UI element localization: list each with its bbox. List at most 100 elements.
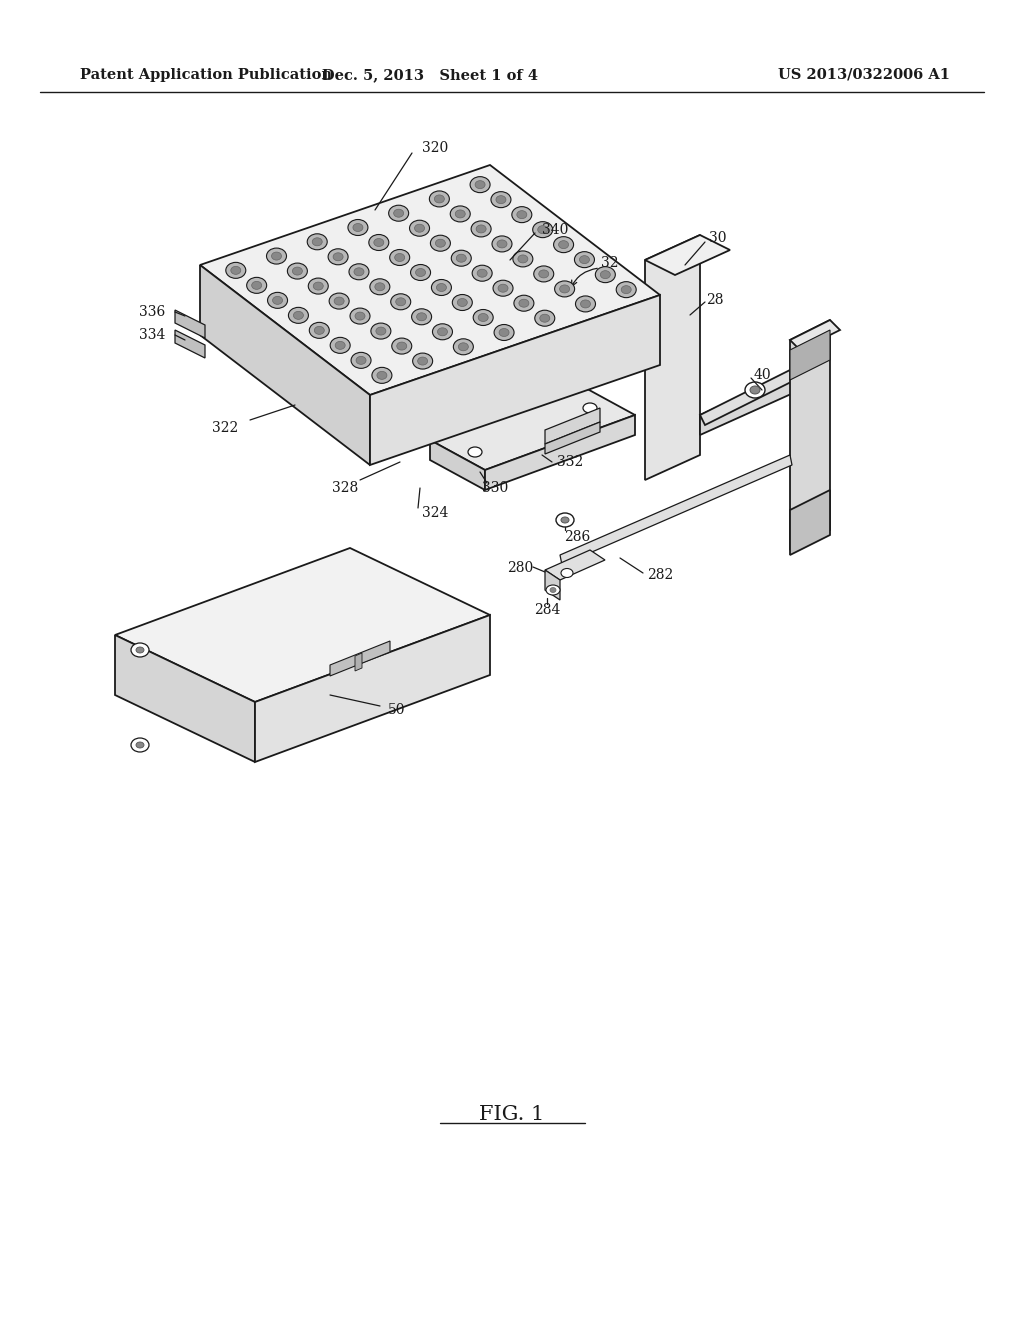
Ellipse shape [351, 352, 371, 368]
Ellipse shape [600, 271, 610, 279]
Ellipse shape [554, 236, 573, 252]
Ellipse shape [575, 296, 596, 312]
Polygon shape [700, 370, 800, 436]
Polygon shape [560, 455, 792, 565]
Ellipse shape [471, 220, 492, 236]
Text: 328: 328 [332, 480, 358, 495]
Text: 30: 30 [710, 231, 727, 246]
Ellipse shape [595, 267, 615, 282]
Polygon shape [545, 550, 605, 579]
Ellipse shape [492, 236, 512, 252]
Ellipse shape [131, 643, 150, 657]
Ellipse shape [459, 343, 468, 351]
Ellipse shape [413, 352, 432, 370]
Ellipse shape [391, 294, 411, 310]
Text: Dec. 5, 2013   Sheet 1 of 4: Dec. 5, 2013 Sheet 1 of 4 [322, 69, 538, 82]
Ellipse shape [457, 255, 466, 263]
Ellipse shape [473, 309, 494, 326]
Ellipse shape [415, 224, 425, 232]
Ellipse shape [616, 281, 636, 297]
Ellipse shape [534, 265, 554, 282]
Text: 32: 32 [601, 256, 618, 271]
Ellipse shape [396, 342, 407, 350]
Ellipse shape [395, 298, 406, 306]
Text: 28: 28 [707, 293, 724, 308]
Ellipse shape [477, 269, 487, 277]
Ellipse shape [348, 219, 368, 235]
Polygon shape [545, 422, 600, 454]
Ellipse shape [294, 312, 303, 319]
Polygon shape [790, 490, 830, 554]
Ellipse shape [247, 277, 266, 293]
Ellipse shape [451, 206, 470, 222]
Ellipse shape [518, 255, 527, 263]
Ellipse shape [289, 308, 308, 323]
Polygon shape [355, 653, 362, 671]
Ellipse shape [372, 367, 392, 383]
Ellipse shape [412, 309, 431, 325]
Ellipse shape [267, 292, 288, 309]
Ellipse shape [574, 252, 595, 268]
Ellipse shape [371, 323, 391, 339]
Ellipse shape [475, 181, 485, 189]
Ellipse shape [349, 264, 369, 280]
Ellipse shape [252, 281, 262, 289]
Ellipse shape [432, 323, 453, 339]
Polygon shape [700, 370, 795, 425]
Ellipse shape [329, 293, 349, 309]
Polygon shape [645, 235, 730, 275]
Polygon shape [200, 265, 370, 465]
Ellipse shape [272, 297, 283, 305]
Ellipse shape [472, 265, 493, 281]
Ellipse shape [750, 385, 760, 393]
Ellipse shape [468, 447, 482, 457]
Ellipse shape [499, 329, 509, 337]
Text: 284: 284 [534, 603, 560, 616]
Ellipse shape [328, 248, 348, 265]
Ellipse shape [370, 279, 390, 294]
Ellipse shape [429, 191, 450, 207]
Ellipse shape [350, 308, 370, 325]
Ellipse shape [535, 310, 555, 326]
Ellipse shape [561, 569, 573, 578]
Ellipse shape [453, 294, 472, 310]
Ellipse shape [393, 209, 403, 218]
Polygon shape [485, 414, 635, 490]
Ellipse shape [375, 282, 385, 290]
Ellipse shape [374, 239, 384, 247]
Polygon shape [545, 570, 560, 601]
Polygon shape [430, 385, 635, 470]
Ellipse shape [230, 267, 241, 275]
Polygon shape [175, 330, 205, 358]
Ellipse shape [498, 284, 508, 292]
Text: 280: 280 [507, 561, 534, 576]
Ellipse shape [513, 251, 532, 267]
Ellipse shape [226, 263, 246, 279]
Text: 50: 50 [388, 704, 406, 717]
Ellipse shape [394, 253, 404, 261]
Ellipse shape [430, 235, 451, 251]
Text: Patent Application Publication: Patent Application Publication [80, 69, 332, 82]
Ellipse shape [307, 234, 328, 249]
Polygon shape [175, 310, 205, 338]
Ellipse shape [539, 269, 549, 279]
Ellipse shape [560, 285, 569, 293]
Text: 330: 330 [482, 480, 508, 495]
Ellipse shape [561, 517, 569, 523]
Text: 286: 286 [564, 531, 590, 544]
Ellipse shape [390, 249, 410, 265]
Text: 40: 40 [754, 368, 771, 381]
Polygon shape [255, 615, 490, 762]
Text: 334: 334 [139, 327, 165, 342]
Ellipse shape [136, 742, 144, 748]
Ellipse shape [538, 226, 548, 234]
Ellipse shape [389, 205, 409, 222]
Ellipse shape [556, 513, 574, 527]
Ellipse shape [458, 298, 467, 306]
Text: 332: 332 [557, 455, 583, 469]
Ellipse shape [456, 210, 465, 218]
Ellipse shape [312, 238, 323, 246]
Ellipse shape [313, 282, 324, 290]
Text: FIG. 1: FIG. 1 [479, 1106, 545, 1125]
Ellipse shape [136, 647, 144, 653]
